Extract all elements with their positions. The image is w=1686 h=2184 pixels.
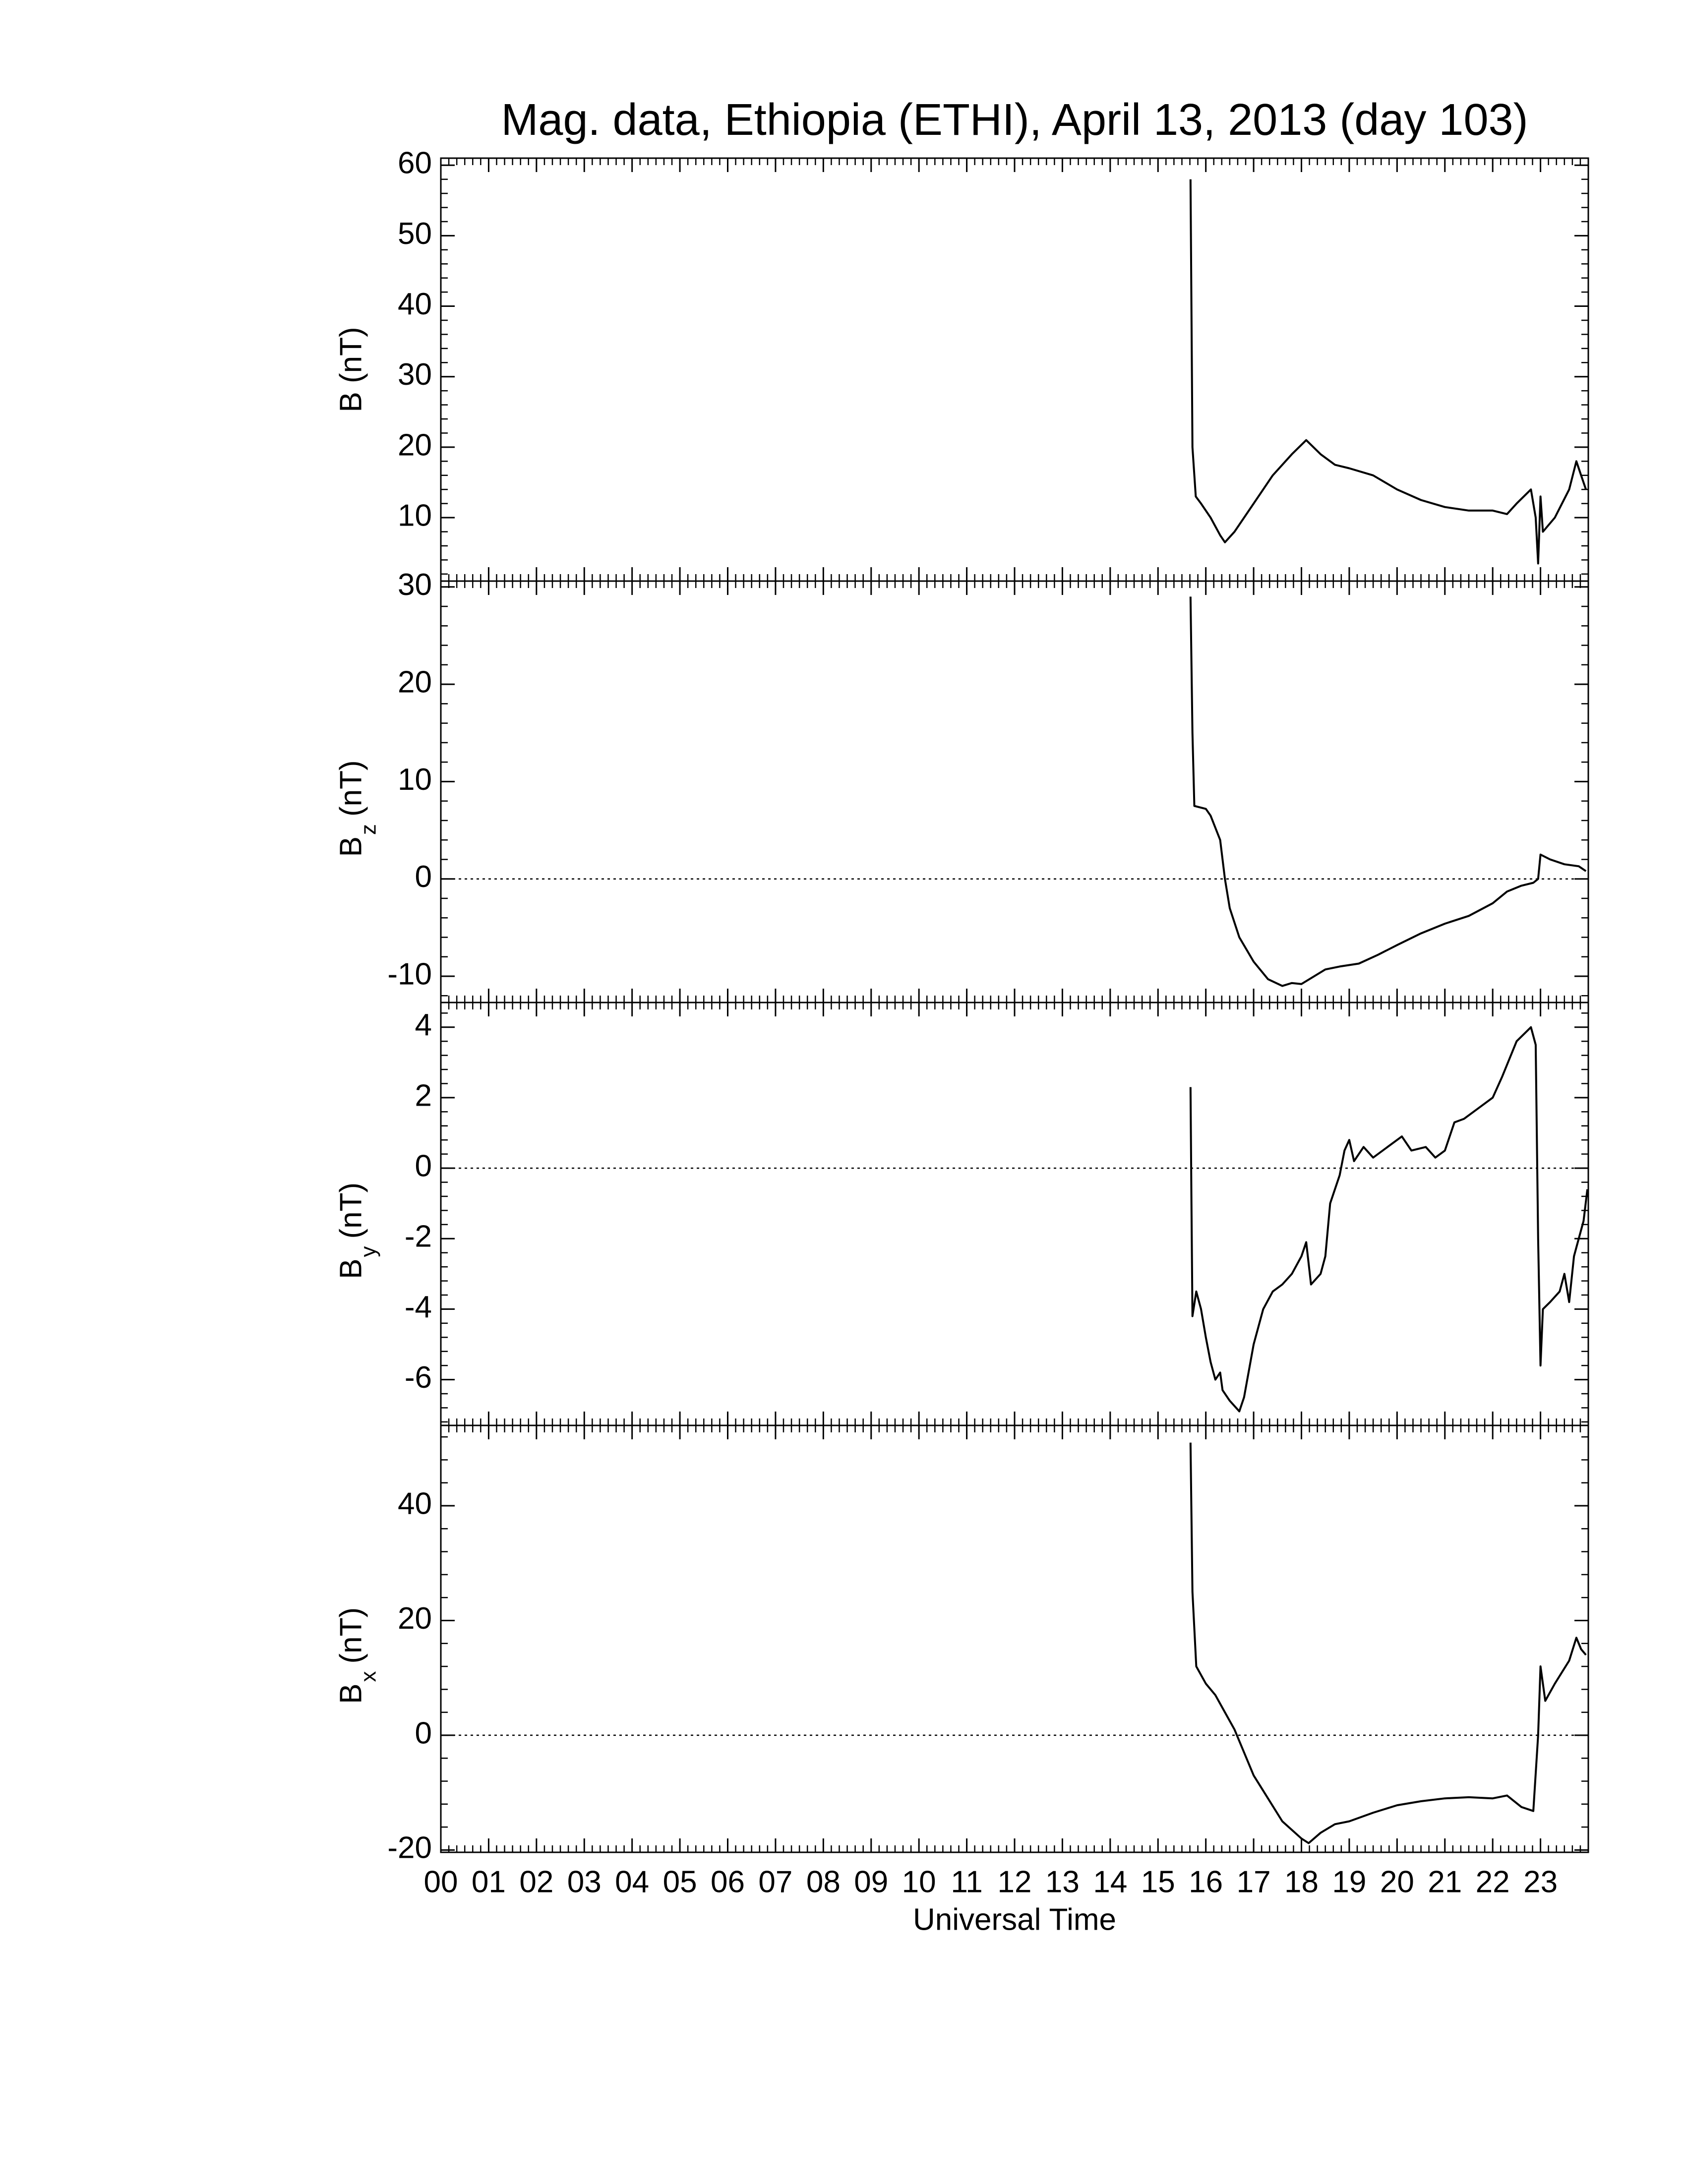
data-line <box>1189 596 1587 987</box>
x-tick-label: 15 <box>1141 1865 1175 1899</box>
y-label-sub: y <box>357 1246 381 1257</box>
y-tick-label: 50 <box>398 217 432 251</box>
x-tick-label: 11 <box>951 1865 982 1899</box>
x-tick-label: 08 <box>806 1865 841 1899</box>
y-tick-label: -4 <box>405 1290 432 1324</box>
data-line <box>1189 179 1587 565</box>
data-line <box>1189 1026 1589 1413</box>
y-tick-label: -2 <box>405 1220 432 1254</box>
x-tick-label: 02 <box>519 1865 553 1899</box>
x-tick-label: 23 <box>1523 1865 1558 1899</box>
x-tick-label: 03 <box>567 1865 602 1899</box>
y-tick-label: -20 <box>387 1831 432 1865</box>
y-label-unit: (nT) <box>334 1182 368 1239</box>
x-tick-label: 00 <box>424 1865 458 1899</box>
y-tick-label: 20 <box>398 665 432 699</box>
y-tick-label: -6 <box>405 1360 432 1395</box>
y-label-main: B <box>334 1684 368 1704</box>
x-tick-label: 12 <box>998 1865 1032 1899</box>
y-label-unit: (nT) <box>334 760 368 817</box>
y-tick-label: -10 <box>387 957 432 991</box>
x-tick-label: 19 <box>1332 1865 1366 1899</box>
x-tick-label: 01 <box>472 1865 506 1899</box>
y-label-sub: z <box>357 824 381 835</box>
y-tick-label: 20 <box>398 428 432 462</box>
x-tick-label: 16 <box>1189 1865 1223 1899</box>
y-tick-label: 40 <box>398 1486 432 1521</box>
data-line <box>1189 1442 1587 1844</box>
y-tick-label: 20 <box>398 1601 432 1636</box>
x-axis-label: Universal Time <box>913 1902 1116 1937</box>
x-tick-label: 20 <box>1380 1865 1414 1899</box>
y-label-main: B <box>334 836 368 857</box>
x-tick-label: 21 <box>1428 1865 1462 1899</box>
x-tick-label: 07 <box>758 1865 792 1899</box>
y-tick-label: 4 <box>415 1008 432 1042</box>
x-tick-label: 13 <box>1045 1865 1080 1899</box>
y-tick-label: 2 <box>415 1078 432 1113</box>
x-tick-label: 09 <box>854 1865 888 1899</box>
x-tick-label: 06 <box>711 1865 745 1899</box>
x-tick-label: 14 <box>1093 1865 1127 1899</box>
y-tick-label: 0 <box>415 1149 432 1183</box>
x-tick-label: 10 <box>902 1865 936 1899</box>
y-tick-label: 30 <box>398 357 432 392</box>
y-tick-label: 10 <box>398 498 432 532</box>
y-label-sub: x <box>357 1671 381 1682</box>
y-tick-label: 60 <box>398 146 432 180</box>
y-tick-label: 40 <box>398 287 432 321</box>
x-tick-label: 17 <box>1237 1865 1271 1899</box>
chart-title: Mag. data, Ethiopia (ETHI), April 13, 20… <box>501 95 1528 145</box>
y-axis-label: By (nT) <box>334 1182 380 1279</box>
y-label-unit: (nT) <box>334 1607 368 1664</box>
y-axis-label: Bx (nT) <box>334 1607 380 1704</box>
y-tick-label: 0 <box>415 1716 432 1750</box>
x-tick-label: 22 <box>1476 1865 1510 1899</box>
y-label-main: B <box>334 1259 368 1279</box>
x-tick-label: 04 <box>615 1865 649 1899</box>
y-tick-label: 30 <box>398 568 432 602</box>
y-axis-label: B (nT) <box>334 327 368 412</box>
x-tick-label: 05 <box>663 1865 697 1899</box>
y-tick-label: 0 <box>415 860 432 894</box>
y-tick-label: 10 <box>398 763 432 797</box>
x-tick-label: 18 <box>1284 1865 1319 1899</box>
y-axis-label: Bz (nT) <box>334 760 380 857</box>
